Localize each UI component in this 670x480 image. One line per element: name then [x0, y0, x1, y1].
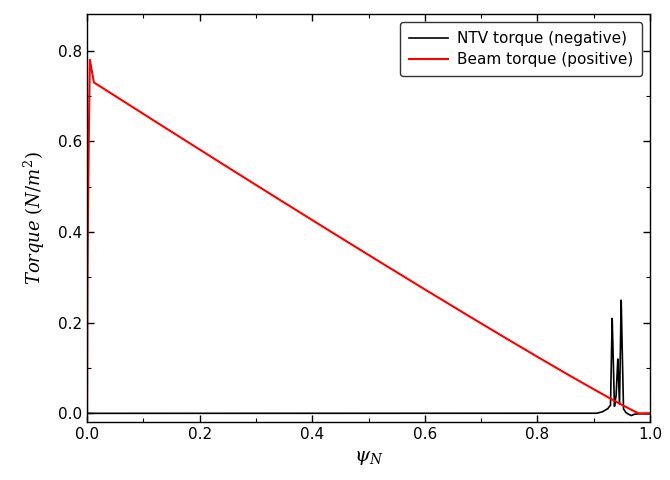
X-axis label: $\psi_N$: $\psi_N$ — [354, 448, 383, 467]
Y-axis label: $Torque\ (N/m^2)$: $Torque\ (N/m^2)$ — [21, 152, 47, 285]
Line: NTV torque (negative): NTV torque (negative) — [87, 300, 650, 416]
Beam torque (positive) — [324, 227, 332, 232]
Beam torque (positive) — [86, 57, 94, 62]
NTV torque (negative) — [627, 413, 635, 419]
NTV torque (negative) — [500, 410, 509, 416]
Beam torque (positive) — [83, 410, 91, 416]
Beam torque (positive) — [574, 378, 582, 384]
Beam torque (positive) — [181, 137, 189, 143]
NTV torque (negative) — [441, 410, 449, 416]
NTV torque (negative) — [416, 410, 424, 416]
Beam torque (positive) — [635, 410, 643, 416]
Beam torque (positive) — [646, 410, 654, 416]
Beam torque (positive) — [147, 116, 155, 122]
NTV torque (negative) — [287, 410, 295, 416]
Legend: NTV torque (negative), Beam torque (positive): NTV torque (negative), Beam torque (posi… — [400, 22, 643, 76]
NTV torque (negative) — [531, 410, 539, 416]
NTV torque (negative) — [646, 410, 654, 416]
NTV torque (negative) — [83, 410, 91, 416]
NTV torque (negative) — [617, 297, 625, 303]
NTV torque (negative) — [111, 410, 119, 416]
Beam torque (positive) — [299, 212, 307, 217]
Line: Beam torque (positive): Beam torque (positive) — [87, 60, 650, 413]
